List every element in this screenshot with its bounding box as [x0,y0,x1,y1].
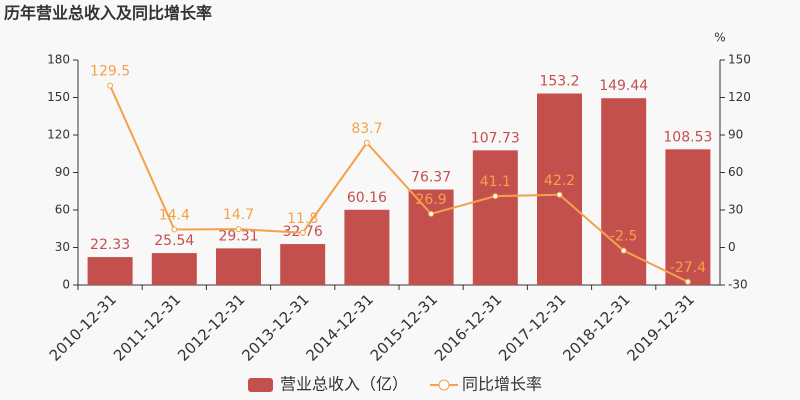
bar-label: 22.33 [90,237,130,253]
bar-label: 153.2 [539,74,579,90]
bar [665,149,711,285]
line-label: 129.5 [90,64,130,80]
line-point [620,247,627,254]
line-point [299,229,306,236]
legend-label: 营业总收入（亿） [280,375,408,394]
legend-item: 同比增长率 [430,375,542,394]
line-point [556,191,563,198]
y2-tick-label: 90 [728,128,743,142]
line-label: -27.4 [670,260,706,276]
y-tick-label: 150 [47,90,70,104]
line-label: 14.7 [223,207,254,223]
bar-label: 76.37 [411,170,451,186]
bar-label: 108.53 [663,129,712,145]
y2-tick-label: -30 [728,278,748,292]
line-point [171,226,178,233]
y-tick-label: 30 [55,240,70,254]
line-point [235,226,242,233]
bar-label: 25.54 [154,233,194,249]
line-label: -2.5 [610,229,637,245]
y-tick-label: 180 [47,53,70,67]
line [109,85,689,283]
legend-marker [438,379,450,391]
bar-label: 107.73 [471,130,520,146]
line-point [492,193,499,200]
line-label: 42.2 [544,173,575,189]
bar [408,189,454,285]
bar-label: 60.16 [347,190,387,206]
bar [601,98,647,285]
line-label: 41.1 [480,174,511,190]
y2-tick-label: 150 [728,53,751,67]
line-point [107,82,114,89]
bar [537,93,582,285]
y2-tick-label: 120 [728,90,751,104]
bar [216,248,261,285]
y2-tick-label: 30 [728,203,743,217]
y-tick-label: 60 [55,203,70,217]
line-point [363,139,370,146]
legend-label: 同比增长率 [462,375,542,394]
bar [344,209,390,285]
y-tick-label: 90 [55,165,70,179]
y2-axis-label: % [714,31,725,45]
line-point [428,210,435,217]
y-tick-label: 0 [62,278,70,292]
line-point [684,278,691,285]
y2-tick-label: 0 [728,240,736,254]
y-tick-label: 120 [47,128,70,142]
bar [280,244,326,285]
bar-label: 29.31 [218,228,258,244]
chart-title: 历年营业总收入及同比增长率 [4,4,212,23]
line-label: 11.8 [287,211,318,227]
line-label: 14.4 [159,208,190,224]
legend-item: 营业总收入（亿） [248,375,408,394]
line-label: 83.7 [351,121,382,137]
bar-label: 149.44 [599,78,648,94]
bar [87,257,133,285]
line-label: 26.9 [416,192,447,208]
y2-tick-label: 60 [728,165,743,179]
legend-swatch [248,378,273,392]
bar [472,150,518,285]
bar [151,253,197,285]
